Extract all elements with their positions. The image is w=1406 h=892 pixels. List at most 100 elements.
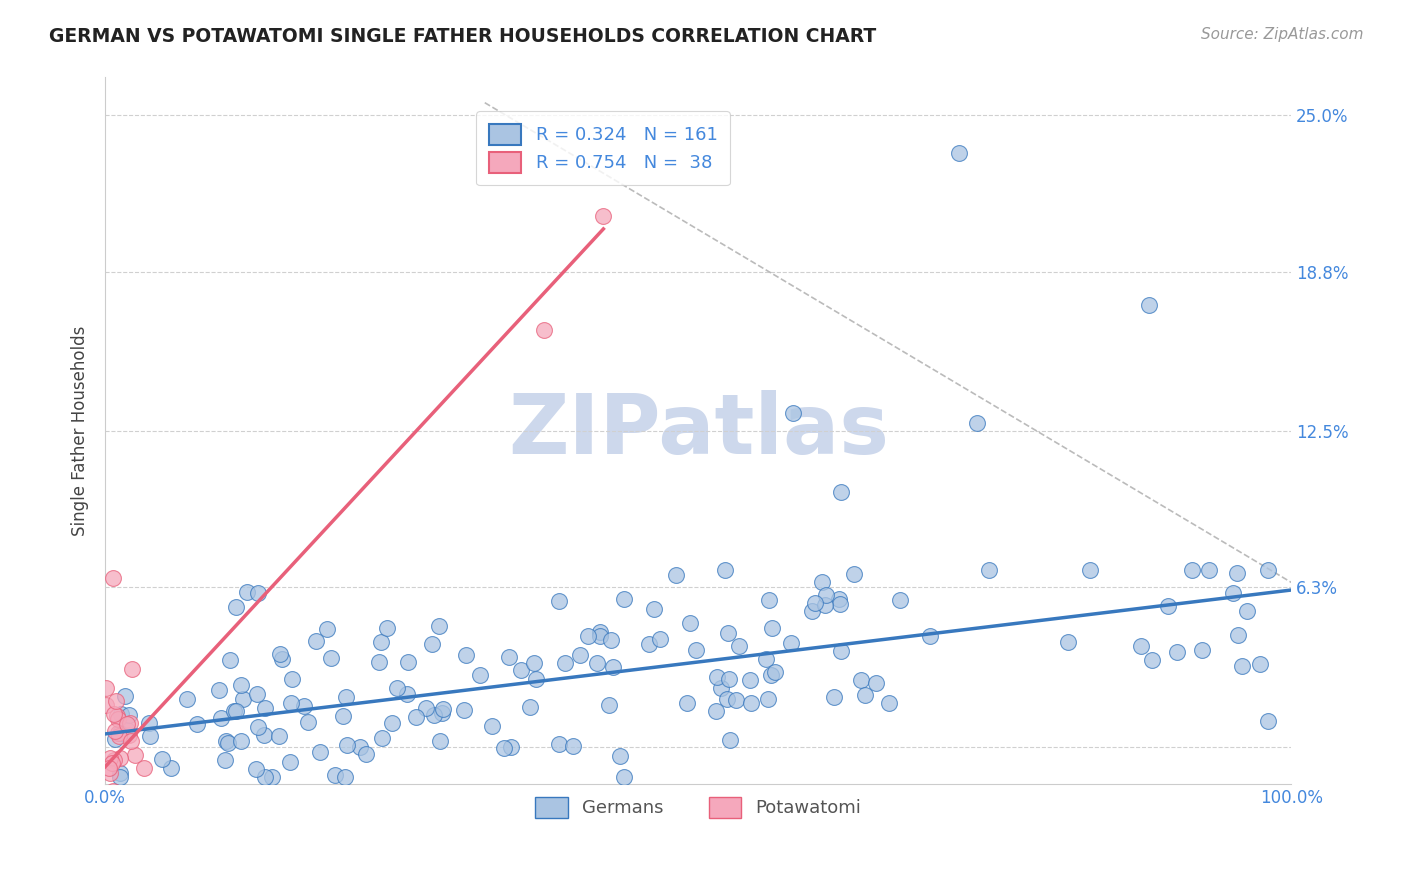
Point (849, 673, 872, 688)
Point (755, 652, 778, 666)
Point (481, 719, 503, 733)
Point (637, 637, 659, 651)
Point (235, 585, 257, 599)
Point (588, 625, 610, 640)
Point (214, 734, 236, 748)
Point (110, 751, 132, 765)
Point (335, 690, 357, 705)
Point (1056, 634, 1078, 648)
Point (561, 739, 583, 753)
Point (718, 672, 741, 686)
Point (492, 740, 515, 755)
Point (524, 672, 547, 686)
Point (602, 660, 624, 674)
Point (309, 745, 332, 759)
Point (98, 835, 121, 849)
Point (97, 761, 120, 775)
Point (253, 728, 276, 742)
Point (368, 656, 391, 670)
Point (186, 717, 208, 731)
Point (1230, 659, 1253, 673)
Point (468, 668, 491, 682)
Point (592, 210, 614, 224)
Point (100, 756, 122, 771)
Point (370, 635, 392, 649)
Point (209, 711, 232, 725)
Point (281, 673, 304, 687)
Point (648, 632, 671, 646)
Point (429, 619, 451, 633)
Point (176, 692, 198, 706)
Point (150, 751, 173, 765)
Point (120, 716, 142, 731)
Point (246, 687, 269, 701)
Point (1257, 563, 1279, 577)
Point (315, 622, 337, 636)
Point (267, 729, 290, 743)
Point (104, 792, 127, 806)
Point (453, 703, 475, 717)
Point (432, 706, 454, 721)
Point (1222, 586, 1244, 600)
Y-axis label: Single Father Households: Single Father Households (72, 326, 89, 536)
Point (246, 720, 269, 734)
Point (105, 708, 128, 723)
Point (803, 596, 825, 610)
Point (966, 417, 988, 431)
Point (305, 634, 328, 648)
Point (118, 728, 141, 742)
Point (1227, 628, 1250, 642)
Point (948, 146, 970, 161)
Point (728, 640, 751, 654)
Point (717, 625, 740, 640)
Point (918, 630, 941, 644)
Point (420, 636, 443, 650)
Point (117, 708, 139, 723)
Point (814, 588, 837, 602)
Point (454, 648, 477, 662)
Point (830, 484, 852, 499)
Point (332, 708, 354, 723)
Point (115, 791, 138, 805)
Point (763, 665, 786, 679)
Point (422, 707, 444, 722)
Point (96, 681, 118, 695)
Point (132, 761, 155, 775)
Point (349, 740, 371, 755)
Point (229, 734, 252, 748)
Point (685, 642, 707, 657)
Point (225, 704, 247, 718)
Point (231, 678, 253, 692)
Point (1166, 645, 1188, 659)
Point (1156, 599, 1178, 613)
Point (108, 726, 131, 740)
Point (1257, 714, 1279, 729)
Point (108, 729, 131, 743)
Point (599, 632, 621, 647)
Point (139, 729, 162, 743)
Legend: Germans, Potawatomi: Germans, Potawatomi (527, 789, 869, 825)
Point (121, 662, 143, 676)
Point (333, 770, 356, 784)
Point (569, 648, 592, 663)
Point (96, 855, 118, 869)
Point (779, 636, 801, 650)
Point (247, 586, 270, 600)
Point (105, 694, 128, 708)
Point (710, 681, 733, 696)
Point (101, 784, 124, 798)
Point (498, 649, 520, 664)
Point (853, 688, 876, 702)
Point (678, 616, 700, 631)
Point (432, 702, 454, 716)
Point (336, 738, 359, 752)
Point (1142, 653, 1164, 667)
Text: ZIPatlas: ZIPatlas (508, 391, 889, 472)
Point (323, 768, 346, 782)
Point (297, 714, 319, 729)
Point (160, 761, 183, 775)
Point (554, 656, 576, 670)
Point (613, 770, 636, 784)
Point (207, 683, 229, 698)
Point (979, 563, 1001, 577)
